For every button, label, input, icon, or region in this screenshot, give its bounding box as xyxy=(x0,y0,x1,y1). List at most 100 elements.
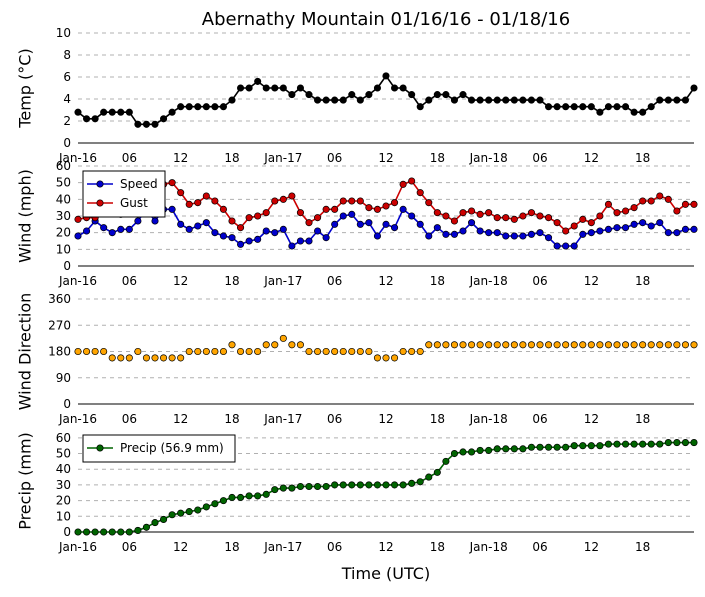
data-point xyxy=(416,189,424,197)
x-tick-label: 18 xyxy=(635,540,650,554)
data-point xyxy=(219,103,227,111)
data-point xyxy=(570,341,578,349)
data-point xyxy=(391,84,399,92)
data-point xyxy=(100,224,108,232)
data-point xyxy=(125,528,133,536)
data-point xyxy=(673,207,681,215)
data-point xyxy=(134,526,142,534)
data-point xyxy=(382,220,390,228)
data-point xyxy=(314,214,322,222)
chart-title: Abernathy Mountain 01/16/16 - 01/18/16 xyxy=(202,9,570,30)
data-point xyxy=(194,199,202,207)
data-point xyxy=(433,91,441,99)
data-point xyxy=(450,217,458,225)
data-point xyxy=(604,200,612,208)
data-point xyxy=(442,341,450,349)
data-point xyxy=(476,446,484,454)
data-point xyxy=(365,91,373,99)
data-point xyxy=(664,439,672,447)
data-point xyxy=(562,227,570,235)
data-point xyxy=(562,443,570,451)
x-tick-label: Jan-18 xyxy=(469,274,508,288)
data-point xyxy=(579,103,587,111)
y-tick-label: 180 xyxy=(48,345,71,359)
data-point xyxy=(151,519,159,527)
data-point xyxy=(279,225,287,233)
data-point xyxy=(570,103,578,111)
y-tick-label: 0 xyxy=(63,136,71,150)
data-point xyxy=(647,222,655,230)
data-point xyxy=(331,481,339,489)
data-point xyxy=(459,341,467,349)
y-tick-label: 90 xyxy=(56,371,71,385)
data-point xyxy=(510,96,518,104)
data-point xyxy=(664,341,672,349)
data-point xyxy=(194,506,202,514)
data-point xyxy=(331,96,339,104)
x-tick-label: 12 xyxy=(378,540,393,554)
data-point xyxy=(108,528,116,536)
y-tick-label: 8 xyxy=(63,48,71,62)
data-point xyxy=(245,347,253,356)
data-point xyxy=(433,341,441,349)
data-point xyxy=(356,96,364,104)
y-tick-label: 40 xyxy=(56,462,71,476)
legend-marker xyxy=(96,199,104,207)
data-point xyxy=(262,341,270,349)
data-point xyxy=(596,212,604,220)
data-point xyxy=(296,84,304,92)
data-point xyxy=(254,492,262,500)
x-tick-label: 18 xyxy=(224,151,239,165)
data-point xyxy=(365,347,373,356)
x-tick-label: 06 xyxy=(122,412,137,426)
data-point xyxy=(450,96,458,104)
data-point xyxy=(202,103,210,111)
data-point xyxy=(442,91,450,99)
data-point xyxy=(151,217,159,225)
data-point xyxy=(339,197,347,205)
data-point xyxy=(314,347,322,356)
data-point xyxy=(108,354,116,362)
data-point xyxy=(177,509,185,517)
data-point xyxy=(553,242,561,250)
data-point xyxy=(622,224,630,232)
data-point xyxy=(168,511,176,519)
data-point xyxy=(142,120,150,128)
data-point xyxy=(391,224,399,232)
data-point xyxy=(168,179,176,187)
x-tick-label: 12 xyxy=(378,274,393,288)
data-point xyxy=(536,212,544,220)
data-point xyxy=(468,96,476,104)
data-point xyxy=(433,209,441,217)
data-point xyxy=(519,96,527,104)
data-point xyxy=(579,215,587,223)
x-tick-label: Jan-17 xyxy=(263,151,302,165)
data-point xyxy=(211,500,219,508)
data-point xyxy=(425,341,433,349)
data-point xyxy=(587,103,595,111)
data-point xyxy=(656,96,664,104)
x-tick-label: Jan-18 xyxy=(469,540,508,554)
data-point xyxy=(83,115,91,123)
data-point xyxy=(527,96,535,104)
data-point xyxy=(604,440,612,448)
data-point xyxy=(305,482,313,491)
data-point xyxy=(459,209,467,217)
data-point xyxy=(596,108,604,116)
data-point xyxy=(382,72,390,80)
data-point xyxy=(228,96,236,104)
data-point xyxy=(160,115,168,123)
data-point xyxy=(604,103,612,111)
data-point xyxy=(656,440,664,448)
data-point xyxy=(74,347,82,356)
data-point xyxy=(91,528,99,536)
x-tick-label: Jan-16 xyxy=(58,540,97,554)
data-point xyxy=(476,210,484,218)
x-tick-label: 18 xyxy=(430,274,445,288)
data-point xyxy=(553,219,561,227)
data-point xyxy=(245,214,253,222)
data-point xyxy=(527,443,535,451)
data-point xyxy=(279,195,287,203)
x-tick-label: Jan-17 xyxy=(263,412,302,426)
data-point xyxy=(211,197,219,205)
